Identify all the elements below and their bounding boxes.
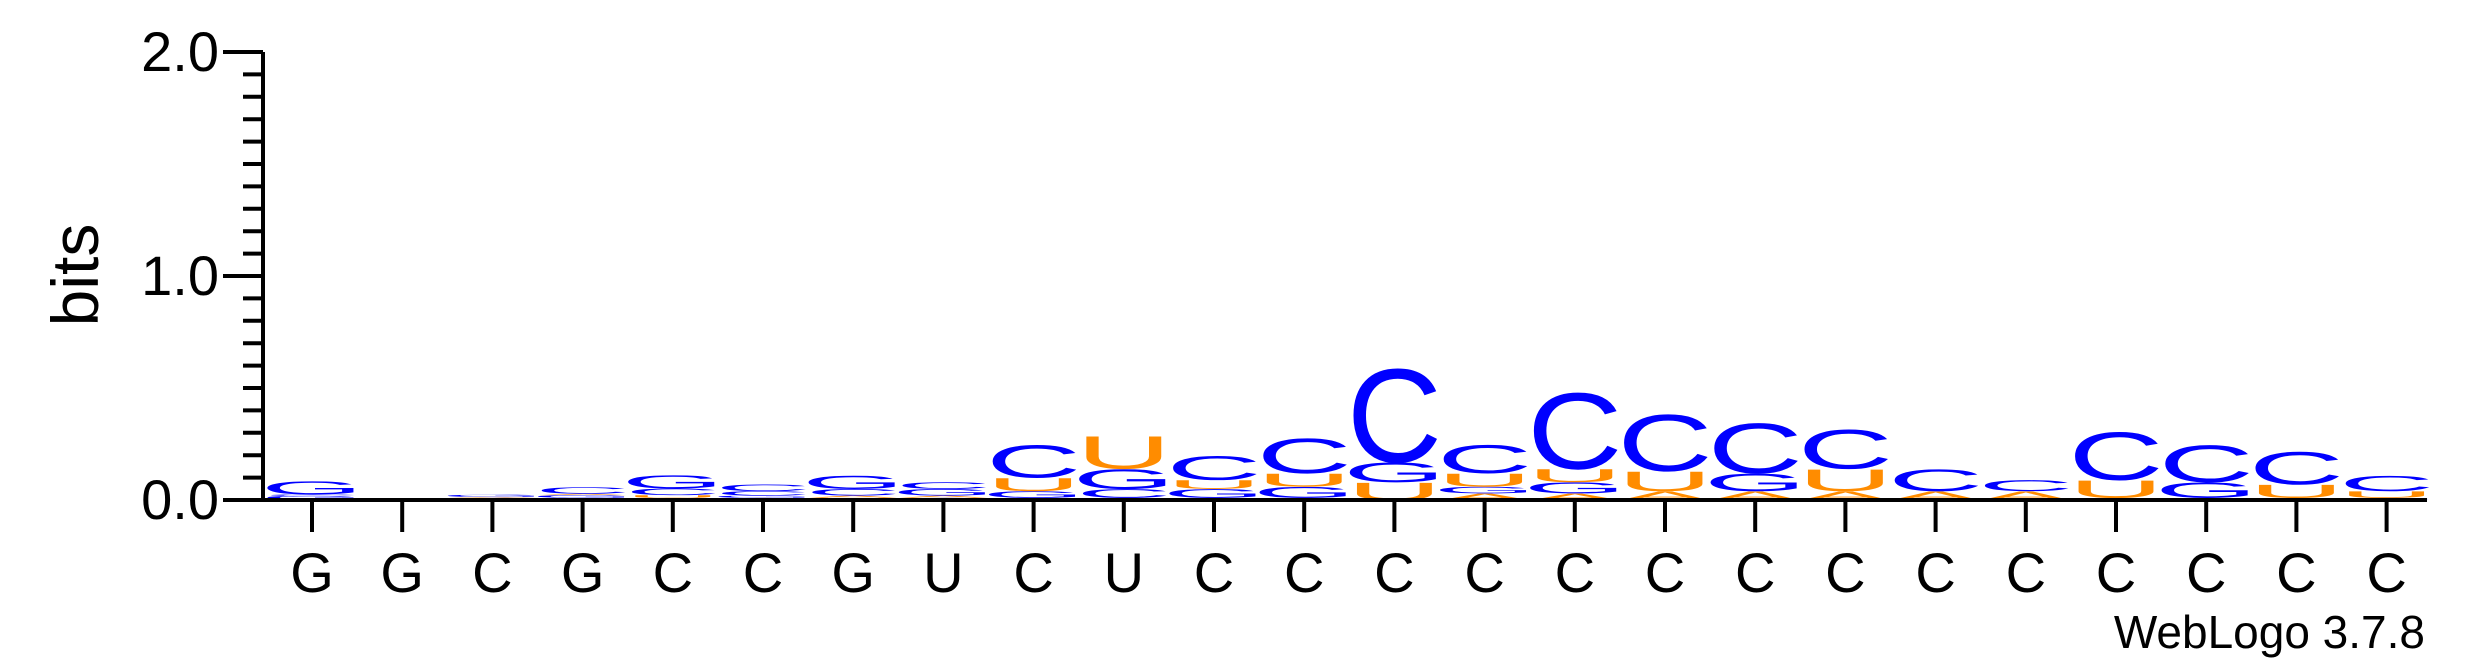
logo-letter: C xyxy=(806,487,901,497)
x-tick-label: C xyxy=(1013,541,1053,604)
logo-letter: G xyxy=(1163,486,1266,500)
logo-letter: G xyxy=(261,495,364,500)
y-tick-label: 2.0 xyxy=(141,20,219,83)
x-tick-label: C xyxy=(1915,541,1955,604)
x-tick-label: C xyxy=(2096,541,2136,604)
logo-letter: A xyxy=(448,497,536,498)
logo-letter: U xyxy=(2339,489,2434,499)
logo-letter: U xyxy=(625,494,720,498)
logo-letter: G xyxy=(982,489,1085,499)
logo-letter: C xyxy=(1888,463,1983,498)
logo-stacks: AGCGCAGCGACAUCGAGCCUACGCAGCAGUCACGUAGUCA… xyxy=(261,342,2435,505)
logo-letter: C xyxy=(2339,471,2434,495)
logo-letter: G xyxy=(441,494,544,497)
x-tick-label: C xyxy=(2276,541,2316,604)
logo-letter: C xyxy=(2068,419,2163,495)
x-tick-label: U xyxy=(923,541,963,604)
logo-letter: C xyxy=(1257,429,1352,484)
logo-letter: G xyxy=(1524,479,1627,496)
x-tick-label: C xyxy=(2366,541,2406,604)
logo-letter: C xyxy=(2249,442,2344,494)
logo-letter: C xyxy=(625,487,720,497)
x-tick-label: C xyxy=(1464,541,1504,604)
logo-letter: C xyxy=(1708,409,1803,489)
logo-letter: G xyxy=(1343,457,1446,488)
x-tick-label: C xyxy=(1555,541,1595,604)
logo-letter: A xyxy=(1441,492,1530,502)
x-tick-label: G xyxy=(561,541,605,604)
logo-letter: C xyxy=(1437,437,1532,482)
y-tick-label: 0.0 xyxy=(141,468,219,531)
logo-letter: G xyxy=(892,487,995,497)
logo-letter: U xyxy=(1076,426,1171,478)
logo-letter: G xyxy=(1253,484,1356,501)
logo-letter: U xyxy=(1798,463,1893,498)
logo-letter: U xyxy=(1617,466,1712,497)
x-tick-label: C xyxy=(1645,541,1685,604)
logo-letter: G xyxy=(1073,464,1176,495)
x-tick-label: C xyxy=(653,541,693,604)
logo-letter: C xyxy=(2159,435,2254,494)
logo-letter: C xyxy=(715,490,810,497)
logo-letter: C xyxy=(715,483,810,493)
x-tick-label: U xyxy=(1104,541,1144,604)
logo-letter: U xyxy=(1257,470,1352,491)
x-tick-label: G xyxy=(380,541,424,604)
logo-letter: C xyxy=(1978,477,2073,494)
logo-letter: C xyxy=(896,480,991,490)
x-tick-label: C xyxy=(1284,541,1324,604)
logo-letter: C xyxy=(1166,449,1261,487)
logo-letter: A xyxy=(539,493,628,495)
logo-letter: C xyxy=(1347,342,1442,491)
logo-letter: G xyxy=(1704,469,1807,497)
x-tick-label: C xyxy=(472,541,512,604)
x-tick-label: C xyxy=(1825,541,1865,604)
x-tick-label: C xyxy=(1194,541,1234,604)
logo-letter: C xyxy=(1076,486,1171,500)
y-axis-label: bits xyxy=(38,224,112,327)
credit-label: WebLogo 3.7.8 xyxy=(2114,606,2425,658)
x-tick-label: C xyxy=(2006,541,2046,604)
y-ticks: 0.0 1.0 2.0 xyxy=(141,20,263,531)
logo-letter: U xyxy=(1166,478,1261,492)
logo-letter: A xyxy=(809,495,898,498)
x-tick-label: G xyxy=(290,541,334,604)
logo-letter: G xyxy=(622,472,725,493)
logo-letter: G xyxy=(531,494,634,498)
logo-letter: G xyxy=(712,495,815,498)
logo-letter: C xyxy=(264,494,359,496)
x-tick-label: C xyxy=(743,541,783,604)
logo-letter: A xyxy=(1531,492,1620,502)
logo-letter: C xyxy=(1798,418,1893,480)
logo-letter: A xyxy=(899,495,988,498)
logo-letter: C xyxy=(535,485,630,495)
logo-letter: G xyxy=(802,472,905,493)
x-tick-label: G xyxy=(831,541,875,604)
logo-letter: U xyxy=(986,474,1081,495)
logo-letter: U xyxy=(1527,465,1622,486)
x-tick-label: C xyxy=(1374,541,1414,604)
logo-letter: U xyxy=(1437,470,1532,491)
y-tick-label: 1.0 xyxy=(141,244,219,307)
logo-letter: G xyxy=(261,478,364,499)
logo-letter: C xyxy=(1617,398,1712,488)
logo-letter: U xyxy=(2249,481,2344,502)
logo-letter: C xyxy=(986,435,1081,487)
x-tick-label: C xyxy=(1735,541,1775,604)
x-tick-label: C xyxy=(2186,541,2226,604)
logo-letter: C xyxy=(1527,370,1622,492)
logo-letter: G xyxy=(1433,485,1536,495)
